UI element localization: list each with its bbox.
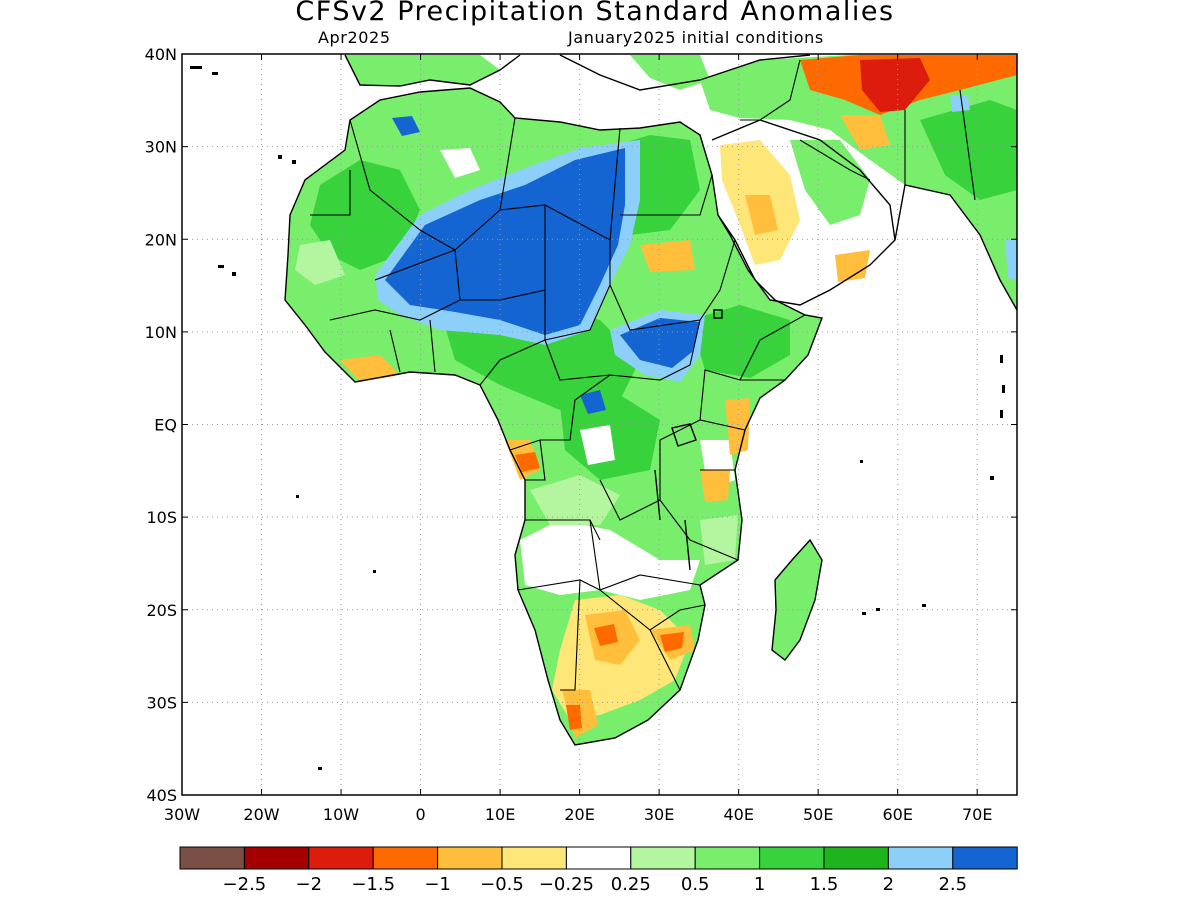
lon-label: 50E bbox=[803, 805, 833, 824]
light-green-patch bbox=[295, 240, 345, 285]
dry-anomaly-field bbox=[640, 240, 695, 272]
dark-blue-field bbox=[385, 148, 625, 335]
dark-blue-patch bbox=[580, 390, 606, 414]
valid-month-label: Apr2025 bbox=[318, 28, 391, 47]
near-normal-patch bbox=[580, 425, 615, 465]
dry-anomaly-field bbox=[594, 624, 618, 646]
lon-label: 0 bbox=[416, 805, 426, 824]
iran-dry-core bbox=[860, 58, 930, 112]
asia-coastline bbox=[894, 184, 1017, 311]
lat-label: 20N bbox=[145, 230, 177, 249]
arabia-coastline bbox=[711, 119, 896, 306]
lake-tanganyika bbox=[654, 469, 661, 521]
lat-label: 40S bbox=[146, 786, 177, 805]
dark-blue-field bbox=[620, 318, 700, 368]
lon-label: 70E bbox=[962, 805, 992, 824]
lat-label: 10N bbox=[145, 323, 177, 342]
green-dark-patch bbox=[690, 305, 790, 378]
lon-label: 30W bbox=[164, 805, 200, 824]
dry-anomaly-field bbox=[660, 632, 684, 652]
lon-label: 30E bbox=[644, 805, 674, 824]
lat-label: 20S bbox=[146, 601, 177, 620]
middle-east-blue-patch bbox=[1005, 240, 1017, 280]
arabia-wet-patch bbox=[790, 140, 870, 225]
lon-label: 10E bbox=[485, 805, 515, 824]
axis-ticks bbox=[181, 53, 1017, 796]
lon-label: 40E bbox=[723, 805, 753, 824]
middle-east-dry-patch bbox=[840, 115, 890, 150]
lake-victoria bbox=[671, 423, 697, 447]
near-normal-patch bbox=[520, 520, 700, 600]
lon-label: 20E bbox=[564, 805, 594, 824]
europe-field bbox=[345, 55, 500, 86]
lon-label: 10W bbox=[323, 805, 359, 824]
longitude-labels: 30W 20W 10W 0 10E 20E 30E 40E 50E 60E 70… bbox=[164, 805, 993, 824]
arabia-dry-patch bbox=[745, 195, 778, 235]
africa-coastline bbox=[284, 87, 823, 746]
coastlines bbox=[284, 54, 1017, 746]
lon-label: 20W bbox=[243, 805, 279, 824]
near-normal-patch bbox=[440, 148, 480, 178]
dark-blue-patch bbox=[392, 116, 420, 136]
green-dark-patch bbox=[310, 160, 420, 270]
arabia-dry-patch bbox=[835, 250, 870, 282]
europe-coastline bbox=[344, 54, 521, 87]
light-green-patch bbox=[700, 515, 738, 565]
lat-label: EQ bbox=[154, 416, 177, 435]
lon-label: 60E bbox=[882, 805, 912, 824]
country-borders bbox=[310, 59, 976, 691]
middle-east-blue-patch bbox=[950, 95, 970, 112]
lat-label: 10S bbox=[146, 508, 177, 527]
lake-malawi bbox=[684, 519, 691, 571]
islands bbox=[190, 66, 1005, 770]
anomaly-fields bbox=[285, 55, 1017, 745]
dry-anomaly-field bbox=[340, 355, 400, 382]
light-green-patch bbox=[530, 475, 620, 525]
map-title: CFSv2 Precipitation Standard Anomalies bbox=[295, 0, 895, 27]
latitude-labels: 40N 30N 20N 10N EQ 10S 20S 30S 40S bbox=[145, 45, 177, 805]
lake-tana bbox=[713, 309, 723, 319]
dry-anomaly-field bbox=[700, 470, 730, 502]
lat-label: 40N bbox=[145, 45, 177, 64]
madagascar-field bbox=[772, 540, 822, 660]
lat-label: 30S bbox=[146, 693, 177, 712]
madagascar-coastline bbox=[771, 538, 823, 661]
dry-anomaly-field bbox=[515, 452, 540, 472]
mediterranean-north-coast bbox=[559, 54, 811, 91]
initial-conditions-label: January2025 initial conditions bbox=[568, 28, 824, 47]
dry-anomaly-field bbox=[725, 398, 750, 455]
dry-anomaly-field bbox=[566, 705, 582, 730]
lat-label: 30N bbox=[145, 138, 177, 157]
